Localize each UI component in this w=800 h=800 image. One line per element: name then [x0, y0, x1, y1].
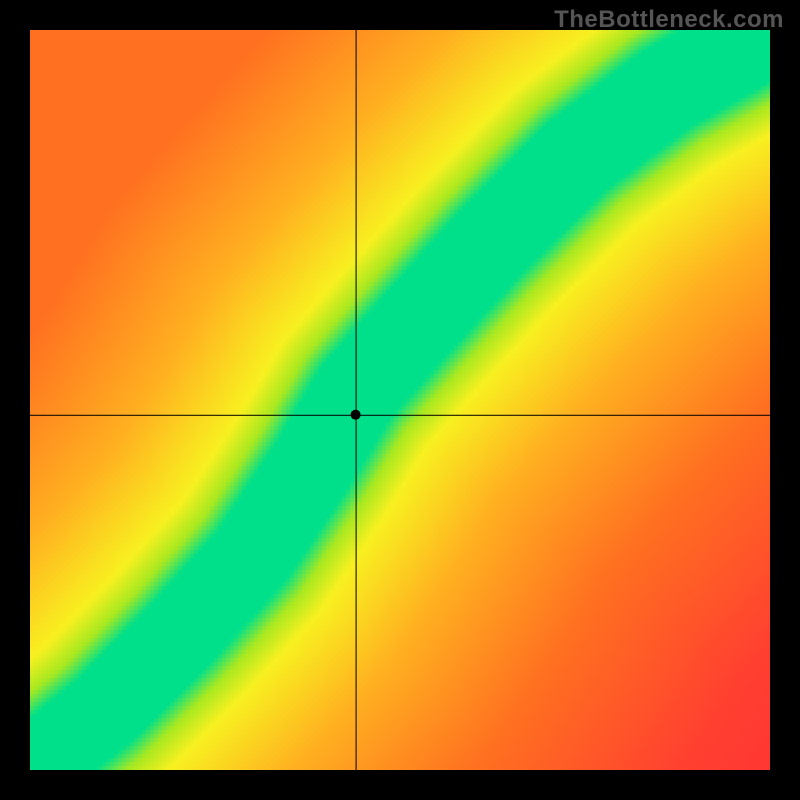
- chart-container: TheBottleneck.com: [0, 0, 800, 800]
- watermark-text: TheBottleneck.com: [554, 6, 784, 34]
- bottleneck-heatmap: [0, 0, 800, 800]
